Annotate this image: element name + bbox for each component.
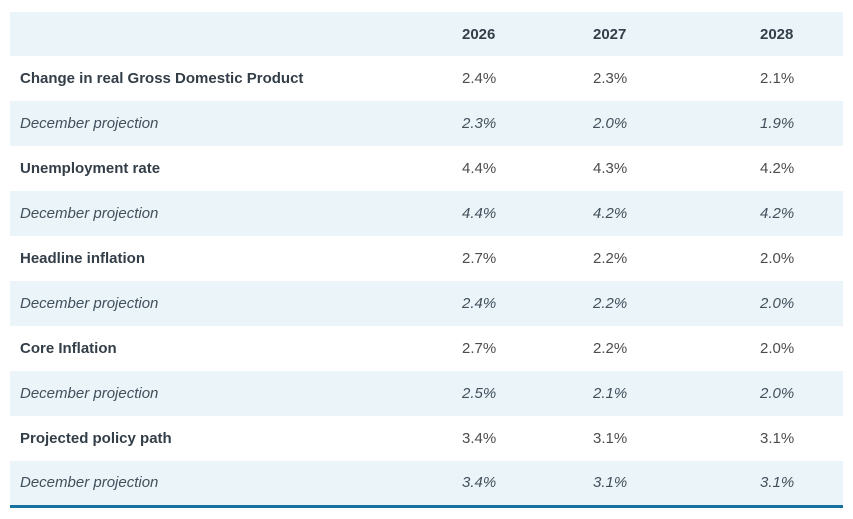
table-row-unemployment: Unemployment rate 4.4% 4.3% 4.2% (10, 146, 843, 191)
cell-value: 2.1% (593, 385, 628, 402)
table-header-row: 2026 2027 2028 (10, 12, 843, 56)
row-label: December projection (20, 205, 159, 222)
row-label: December projection (20, 474, 159, 492)
table-row-core-inflation: Core Inflation 2.7% 2.2% 2.0% (10, 326, 843, 371)
cell-value: 2.0% (593, 115, 628, 132)
cell-value: 3.1% (593, 474, 628, 492)
row-label: Unemployment rate (20, 160, 161, 177)
table-row-headline-inflation-december-projection: December projection 2.4% 2.2% 2.0% (10, 281, 843, 326)
row-label: December projection (20, 385, 159, 402)
row-label: Core Inflation (20, 340, 117, 357)
economic-projections-table: 2026 2027 2028 Change in real Gross Dome… (10, 12, 843, 508)
cell-value: 4.2% (760, 160, 795, 177)
cell-value: 4.4% (462, 205, 497, 222)
cell-value: 2.5% (462, 385, 497, 402)
cell-value: 3.1% (760, 474, 795, 492)
cell-value: 2.1% (760, 70, 795, 87)
header-year-2027: 2027 (593, 25, 627, 43)
header-empty-cell (10, 12, 462, 56)
table-row-gdp: Change in real Gross Domestic Product 2.… (10, 56, 843, 101)
table-row-unemployment-december-projection: December projection 4.4% 4.2% 4.2% (10, 191, 843, 236)
cell-value: 2.0% (760, 250, 795, 267)
row-label: December projection (20, 115, 159, 132)
cell-value: 4.4% (462, 160, 497, 177)
cell-value: 1.9% (760, 115, 795, 132)
table-row-policy-path: Projected policy path 3.4% 3.1% 3.1% (10, 416, 843, 461)
cell-value: 2.7% (462, 250, 497, 267)
cell-value: 2.7% (462, 340, 497, 357)
cell-value: 4.2% (593, 205, 628, 222)
cell-value: 2.2% (593, 340, 628, 357)
cell-value: 4.3% (593, 160, 628, 177)
table-row-gdp-december-projection: December projection 2.3% 2.0% 1.9% (10, 101, 843, 146)
cell-value: 2.4% (462, 295, 497, 312)
cell-value: 3.1% (593, 430, 628, 447)
row-label: Change in real Gross Domestic Product (20, 70, 304, 87)
cell-value: 2.3% (593, 70, 628, 87)
cell-value: 4.2% (760, 205, 795, 222)
cell-value: 3.1% (760, 430, 795, 447)
cell-value: 2.0% (760, 385, 795, 402)
cell-value: 2.0% (760, 295, 795, 312)
header-year-2026: 2026 (462, 25, 496, 43)
cell-value: 2.3% (462, 115, 497, 132)
cell-value: 2.2% (593, 295, 628, 312)
cell-value: 2.4% (462, 70, 497, 87)
row-label: December projection (20, 295, 159, 312)
row-label: Projected policy path (20, 430, 172, 447)
cell-value: 2.2% (593, 250, 628, 267)
table-row-headline-inflation: Headline inflation 2.7% 2.2% 2.0% (10, 236, 843, 281)
table-row-policy-path-december-projection: December projection 3.4% 3.1% 3.1% (10, 461, 843, 506)
cell-value: 3.4% (462, 474, 497, 492)
cell-value: 2.0% (760, 340, 795, 357)
table-row-core-inflation-december-projection: December projection 2.5% 2.1% 2.0% (10, 371, 843, 416)
header-year-2028: 2028 (760, 25, 794, 43)
cell-value: 3.4% (462, 430, 497, 447)
row-label: Headline inflation (20, 250, 146, 267)
